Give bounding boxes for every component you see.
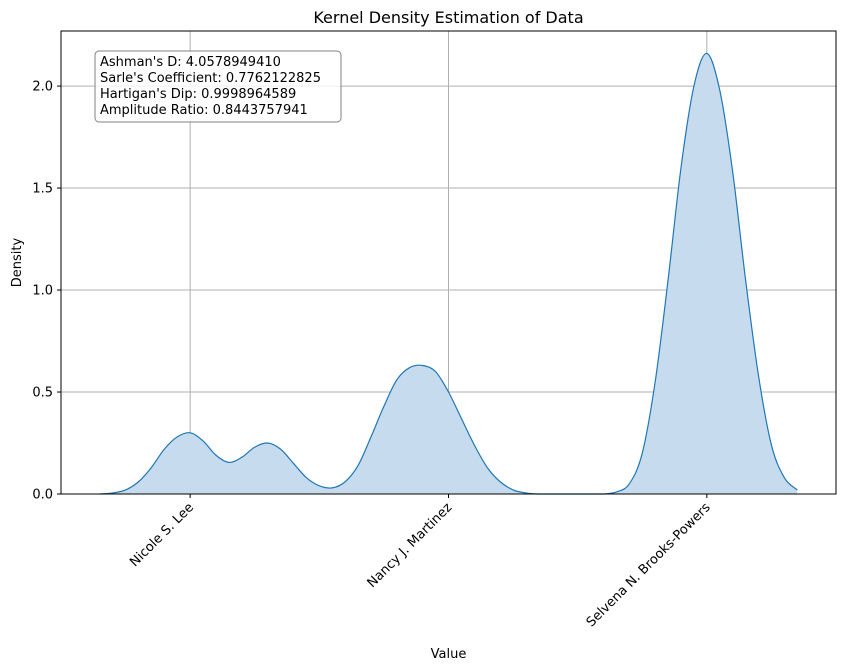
x-tick-label: Nancy J. Martinez (365, 500, 456, 591)
statistics-box-frame (94, 50, 342, 123)
stat-sarles-coefficient: Sarle's Coefficient: 0.7762122825 (100, 71, 321, 86)
y-tick-label: 1.5 (32, 182, 53, 197)
stat-hartigans-dip: Hartigan's Dip: 0.9998964589 (100, 87, 296, 102)
x-tick-label: Nicole S. Lee (127, 500, 197, 570)
y-tick-label: 0.5 (32, 386, 53, 401)
y-tick-label: 2.0 (32, 80, 53, 95)
chart-title: Kernel Density Estimation of Data (313, 8, 583, 27)
x-axis-label: Value (431, 647, 467, 662)
density-fill (99, 53, 798, 495)
ticks: 0.0 0.5 1.0 1.5 2.0 Nicole S. Lee Nancy J. Mar… (32, 80, 714, 631)
statistics-box: Ashman's D: 4.0578949410 Sarle's Coeffic… (94, 50, 342, 123)
stat-ashmans-d: Ashman's D: 4.0578949410 (100, 55, 281, 70)
y-tick-label: 1.0 (32, 284, 53, 299)
y-tick-label: 0.0 (32, 488, 53, 503)
stat-amplitude-ratio: Amplitude Ratio: 0.8443757941 (100, 103, 308, 118)
density-series (99, 52, 798, 495)
x-tick-label: Selvena N. Brooks-Powers (584, 500, 714, 630)
density-line (99, 52, 798, 495)
y-axis-label: Density (10, 237, 25, 287)
